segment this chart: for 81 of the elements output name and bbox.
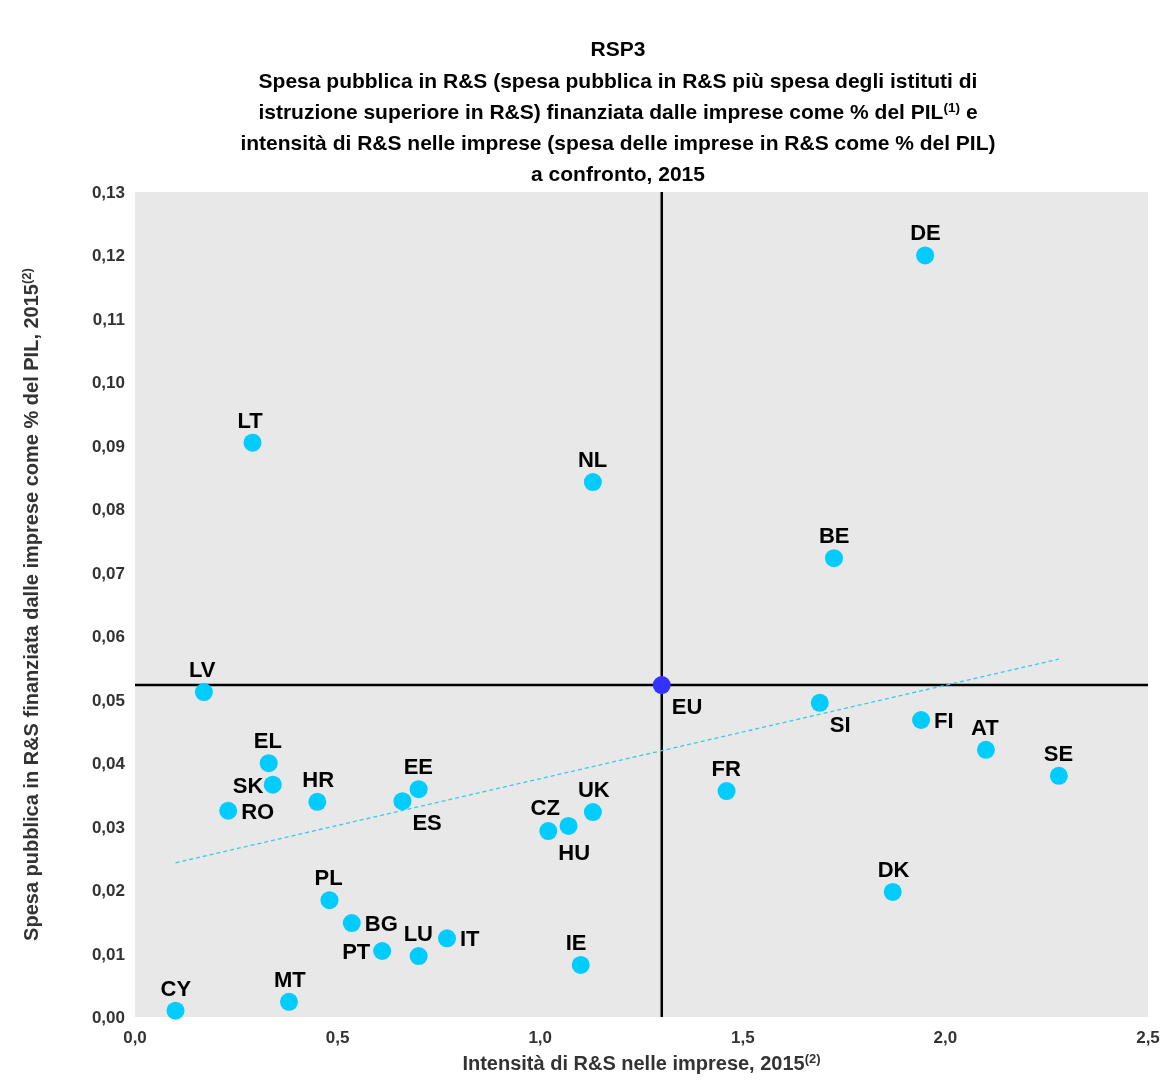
- annotation: LV: [188, 657, 216, 683]
- y-tick-label: 0,09: [91, 436, 125, 456]
- annotation: BG: [364, 911, 398, 937]
- point: [409, 780, 428, 799]
- annotation: DE: [910, 220, 941, 246]
- annotation: IE: [565, 929, 587, 955]
- point: [583, 473, 602, 492]
- point: [916, 246, 935, 265]
- y-tick-label: 0,06: [91, 627, 125, 647]
- point: [279, 992, 298, 1011]
- x-tick-label: 1,0: [528, 1028, 553, 1047]
- point: [559, 816, 578, 835]
- point: [373, 942, 392, 960]
- point: [976, 740, 995, 759]
- point: [166, 1001, 185, 1020]
- annotation: SE: [1043, 740, 1074, 766]
- point: [571, 955, 590, 974]
- annotation: NL: [577, 447, 608, 473]
- point: [652, 676, 671, 695]
- x-tick-label: 2,5: [1136, 1028, 1160, 1047]
- y-tick-label: 0,05: [91, 690, 125, 710]
- annotation: SI: [829, 711, 851, 737]
- annotation: MT: [273, 966, 307, 992]
- point: [263, 775, 282, 794]
- annotation: CY: [160, 975, 192, 1001]
- y-tick-label: 0,10: [91, 373, 125, 393]
- x-axis-title: Intensità di R&S nelle imprese, 2015$^{(2)}$: [462, 1050, 821, 1074]
- annotation: UK: [577, 777, 610, 803]
- annotation: HU: [558, 840, 591, 866]
- x-tick-label: 1,5: [730, 1028, 755, 1047]
- point: [717, 782, 736, 801]
- chart-subtitle: Spesa pubblica in R&S (spesa pubblica in R&S più spesa degli istituti di istruzione superiore in R&S) finanziata dalle imprese come % del PIL$^{(1)}$ e intensità di R&S nelle imprese (spesa delle imprese in R&S come % del PIL) a confronto, 2015: [240, 69, 996, 185]
- point: [243, 433, 262, 452]
- x-tick-label: 2,0: [933, 1028, 958, 1047]
- annotation: EU: [671, 694, 703, 720]
- annotation: LU: [403, 921, 433, 947]
- annotation: SK: [232, 772, 264, 798]
- annotation: DK: [877, 856, 910, 882]
- point: [259, 754, 278, 773]
- point: [583, 803, 602, 822]
- point: [539, 822, 558, 841]
- point: [393, 792, 412, 811]
- annotation: FR: [711, 756, 742, 782]
- point: [1049, 766, 1068, 785]
- point: [219, 801, 238, 820]
- annotation: HR: [302, 766, 335, 792]
- annotation: EL: [253, 728, 282, 754]
- point: [810, 693, 829, 712]
- annotation: PL: [314, 865, 343, 891]
- point: [342, 914, 361, 933]
- annotation: IT: [460, 926, 481, 952]
- point: [824, 549, 843, 568]
- chart-title: RSP3: [590, 37, 646, 60]
- point: [912, 711, 931, 729]
- y-tick-label: 0,01: [91, 944, 125, 964]
- point: [409, 947, 428, 966]
- annotation: CZ: [530, 794, 560, 820]
- annotation: BE: [818, 523, 850, 549]
- annotation: LT: [237, 407, 264, 433]
- y-tick-label: 0,08: [91, 500, 125, 520]
- y-tick-label: 0,04: [91, 754, 126, 774]
- y-tick-label: 0,13: [91, 183, 125, 202]
- y-tick-label: 0,12: [91, 246, 125, 266]
- annotation: RO: [241, 798, 275, 824]
- x-tick-label: 0,0: [123, 1028, 147, 1047]
- point: [320, 891, 339, 910]
- annotation: AT: [970, 714, 1000, 740]
- y-tick-label: 0,07: [91, 563, 125, 583]
- annotation: PT: [342, 939, 371, 964]
- point: [438, 929, 456, 948]
- annotation: FI: [934, 708, 954, 733]
- annotation: EE: [403, 754, 433, 780]
- y-tick-label: 0,00: [91, 1008, 125, 1027]
- x-tick-label: 0,5: [325, 1028, 350, 1047]
- point: [194, 683, 213, 702]
- y-tick-label: 0,11: [92, 309, 125, 329]
- point: [308, 792, 327, 811]
- annotation: ES: [412, 810, 442, 836]
- y-tick-label: 0,02: [91, 881, 125, 901]
- point: [883, 882, 902, 901]
- y-tick-label: 0,03: [91, 817, 125, 837]
